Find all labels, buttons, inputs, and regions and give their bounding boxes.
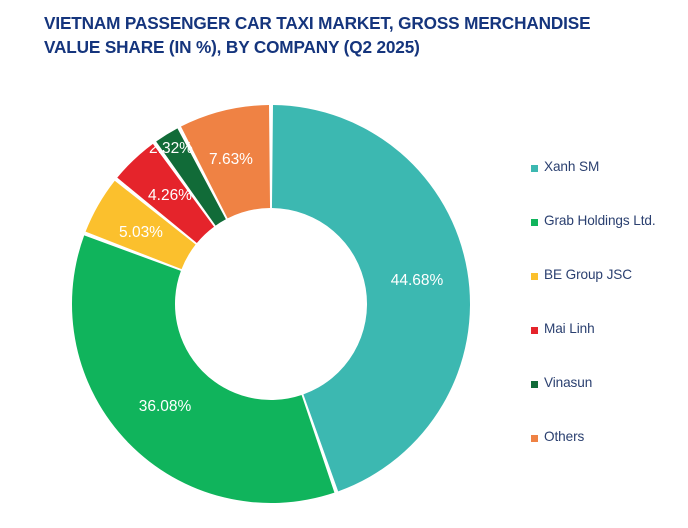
page-title: VIETNAM PASSENGER CAR TAXI MARKET, GROSS… — [44, 13, 591, 58]
donut-slices — [71, 105, 470, 504]
donut-slice[interactable] — [271, 105, 470, 492]
legend-swatch-icon — [531, 219, 538, 226]
legend-item-label: Xanh SM — [544, 159, 600, 174]
legend-swatch-icon — [531, 435, 538, 442]
legend-item[interactable]: BE Group JSC — [531, 268, 688, 322]
donut-slice-label: 44.68% — [391, 272, 444, 289]
legend-item[interactable]: Xanh SM — [531, 160, 688, 214]
legend-item[interactable]: Vinasun — [531, 376, 688, 430]
legend-item[interactable]: Others — [531, 430, 688, 484]
donut-slice[interactable] — [117, 143, 215, 244]
legend-item-label: BE Group JSC — [544, 267, 632, 282]
donut-slice-label: 4.26% — [148, 187, 192, 204]
legend-item-label: Mai Linh — [544, 321, 595, 336]
donut-slice-label: 36.08% — [139, 398, 192, 415]
legend-item-label: Grab Holdings Ltd. — [544, 213, 656, 228]
donut-slice-label: 2.32% — [149, 140, 193, 157]
legend-item[interactable]: Mai Linh — [531, 322, 688, 376]
donut-chart-svg: 44.68% 36.08% 5.03% 4.26% 2.32% 7.63% — [71, 105, 470, 504]
legend-swatch-icon — [531, 381, 538, 388]
donut-slice[interactable] — [180, 105, 271, 219]
donut-slice-label: 5.03% — [119, 224, 163, 241]
donut-slice[interactable] — [156, 128, 226, 226]
legend-item-label: Others — [544, 429, 585, 444]
legend-swatch-icon — [531, 327, 538, 334]
donut-chart: 44.68% 36.08% 5.03% 4.26% 2.32% 7.63% — [71, 105, 470, 504]
legend-swatch-icon — [531, 273, 538, 280]
donut-slice[interactable] — [71, 235, 335, 504]
legend: Xanh SM Grab Holdings Ltd. BE Group JSC Mai… — [531, 160, 688, 484]
legend-item-label: Vinasun — [544, 375, 593, 390]
legend-item[interactable]: Grab Holdings Ltd. — [531, 214, 688, 268]
donut-slice-labels: 44.68% 36.08% 5.03% 4.26% 2.32% 7.63% — [119, 140, 443, 415]
legend-swatch-icon — [531, 165, 538, 172]
donut-slice-label: 7.63% — [209, 151, 253, 168]
donut-slice[interactable] — [85, 180, 196, 270]
